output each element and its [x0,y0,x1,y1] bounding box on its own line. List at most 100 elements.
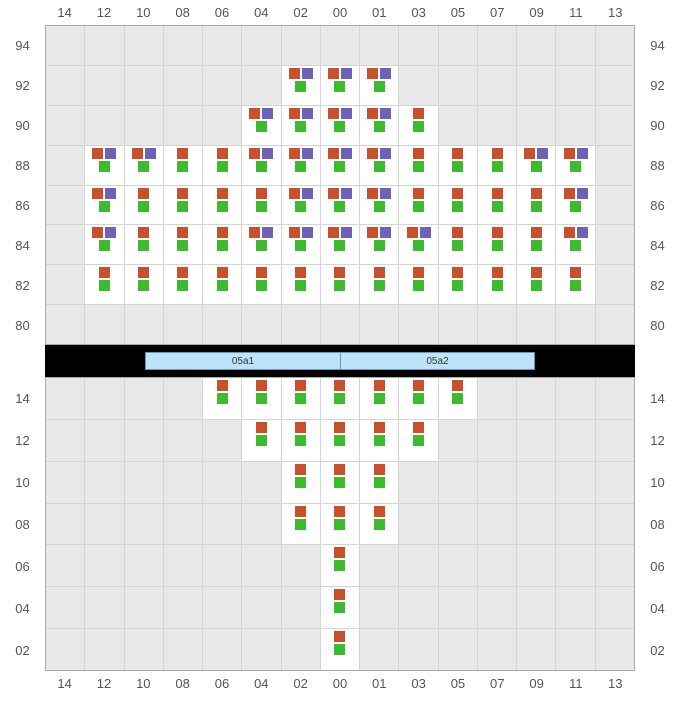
marker-row [203,280,241,291]
marker-row [85,240,123,251]
marker-square [374,280,385,291]
marker-square [374,81,385,92]
grid-cell [556,186,595,225]
grid-row [46,629,634,670]
marker-square [256,121,267,132]
marker-square [452,201,463,212]
y-tick: 14 [635,377,680,419]
marker-row [242,435,280,446]
y-tick: 02 [0,629,45,671]
grid-cell [46,504,85,545]
marker-square [452,280,463,291]
marker-square [374,201,385,212]
marker-row [517,201,555,212]
grid-cell [85,587,124,628]
marker-square [217,267,228,278]
marker-row [439,393,477,404]
marker-row [203,201,241,212]
marker-row [360,380,398,391]
marker-row [85,267,123,278]
marker-row [321,435,359,446]
marker-row [321,81,359,92]
marker-row [321,393,359,404]
marker-row [478,201,516,212]
grid-cell [46,106,85,145]
x-tick: 04 [242,5,281,20]
marker-row [439,280,477,291]
x-tick: 13 [596,5,635,20]
grid-cell [399,462,438,503]
layout-diagram: 141210080604020001030507091113 949290888… [0,0,680,696]
grid-cell [282,462,321,503]
grid-cell [125,504,164,545]
marker-row [282,68,320,79]
grid-cell [282,504,321,545]
x-tick: 01 [360,5,399,20]
marker-row [321,121,359,132]
marker-square [492,161,503,172]
grid-cell [360,146,399,185]
grid-cell [360,545,399,586]
marker-square [92,188,103,199]
grid-cell [596,420,634,461]
grid-cell [85,225,124,264]
marker-square [217,227,228,238]
grid-cell [164,305,203,344]
grid-cell [85,305,124,344]
marker-row [321,188,359,199]
x-tick: 05 [438,676,477,691]
marker-row [321,477,359,488]
marker-square [334,644,345,655]
marker-square [334,464,345,475]
grid-cell [85,545,124,586]
grid-cell [478,26,517,65]
y-tick: 10 [0,461,45,503]
grid-cell [556,305,595,344]
marker-row [399,240,437,251]
marker-square [334,602,345,613]
marker-square [564,227,575,238]
marker-row [85,188,123,199]
marker-square [334,547,345,558]
grid-cell [125,378,164,419]
marker-square [374,121,385,132]
mid-label-2: 05a2 [340,352,535,370]
marker-square [413,435,424,446]
grid-cell [360,106,399,145]
marker-row [360,519,398,530]
grid-cell [321,504,360,545]
marker-row [85,280,123,291]
grid-cell [360,462,399,503]
grid-row [46,26,634,66]
marker-square [334,121,345,132]
marker-square [295,380,306,391]
marker-row [242,227,280,238]
marker-square [145,148,156,159]
grid-cell [478,378,517,419]
marker-row [282,477,320,488]
y-tick: 88 [635,145,680,185]
marker-square [374,435,385,446]
marker-square [452,188,463,199]
marker-row [478,161,516,172]
marker-row [282,393,320,404]
grid-row [46,545,634,587]
x-tick: 03 [399,676,438,691]
x-tick: 09 [517,676,556,691]
marker-square [99,161,110,172]
marker-row [360,506,398,517]
marker-row [478,227,516,238]
grid-cell [399,26,438,65]
grid-cell [242,629,281,670]
marker-square [289,68,300,79]
marker-row [164,201,202,212]
marker-square [328,148,339,159]
grid-cell [203,545,242,586]
marker-square [374,506,385,517]
marker-square [295,519,306,530]
x-tick: 03 [399,5,438,20]
grid-row [46,225,634,265]
marker-row [321,560,359,571]
marker-square [256,161,267,172]
marker-row [360,422,398,433]
